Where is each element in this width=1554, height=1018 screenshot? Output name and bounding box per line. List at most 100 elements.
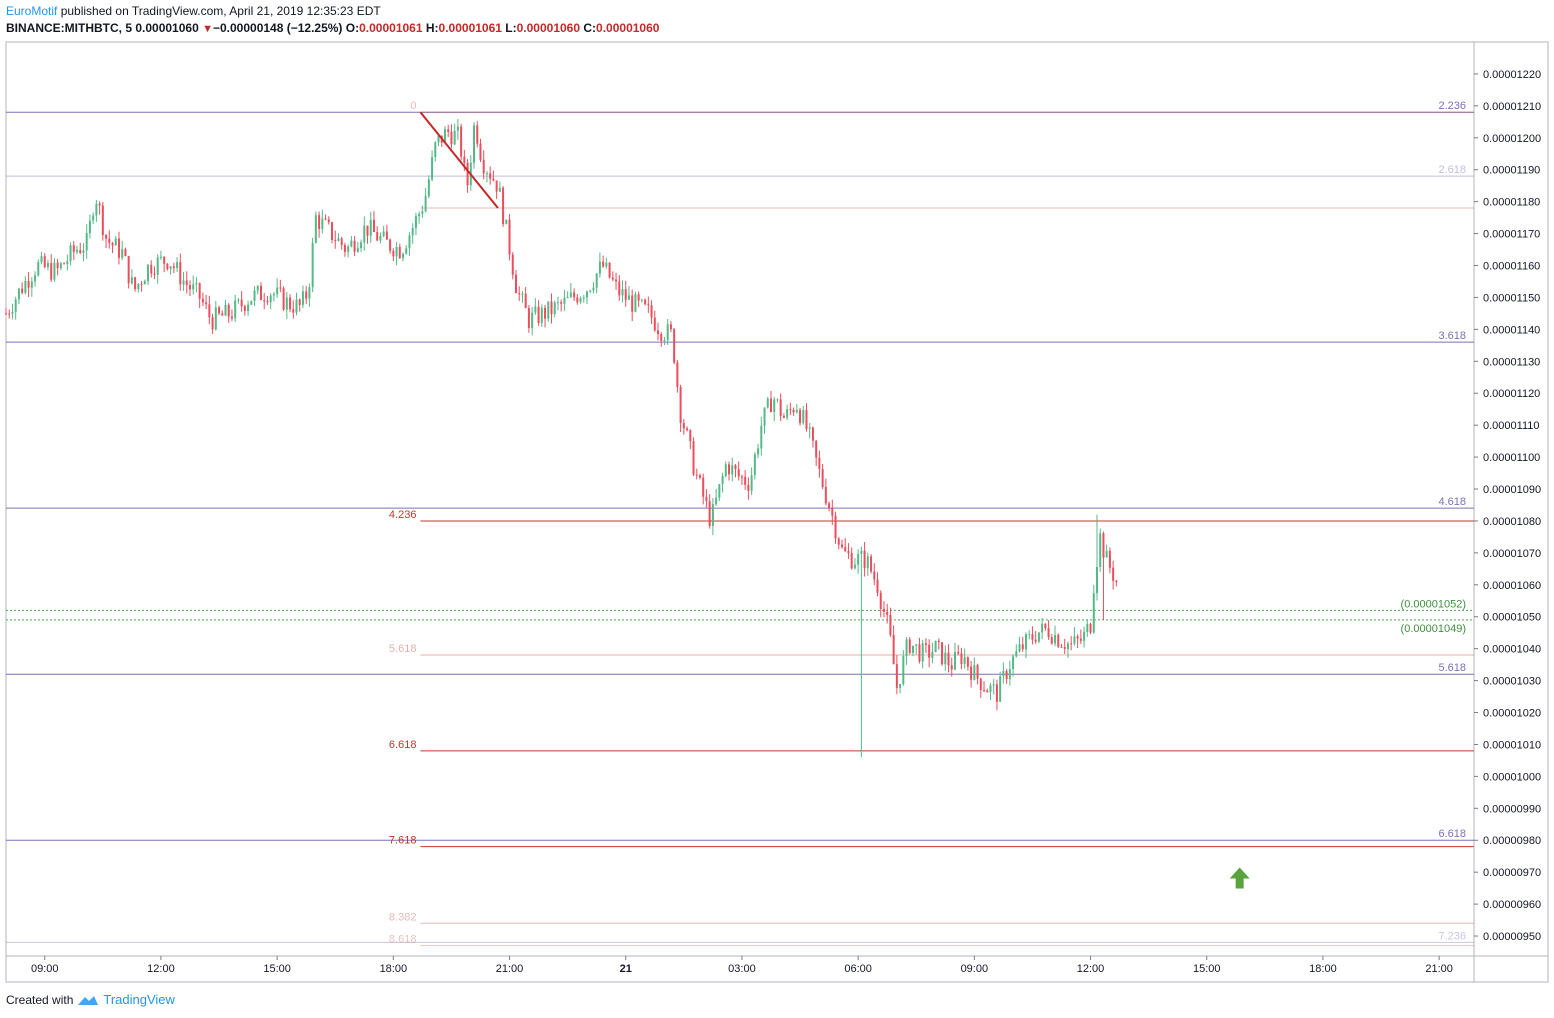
low-value: 0.00001060 xyxy=(516,21,581,35)
candle-up xyxy=(321,218,324,229)
candle-up xyxy=(589,290,592,292)
candle-up xyxy=(253,290,256,301)
y-tick-label: 0.00000990 xyxy=(1483,803,1541,815)
candle-down xyxy=(221,313,224,316)
candle-down xyxy=(970,666,973,680)
symbol-name: BINANCE:MITHBTC, 5 xyxy=(6,21,132,35)
candle-up xyxy=(379,235,382,241)
publish-info: EuroMotif published on TradingView.com, … xyxy=(6,4,381,18)
candle-down xyxy=(1115,580,1118,582)
candle-down xyxy=(185,280,188,286)
candle-down xyxy=(879,592,882,609)
candle-down xyxy=(343,245,346,252)
x-tick-label: 12:00 xyxy=(147,963,175,975)
candle-up xyxy=(473,125,476,163)
created-with-text: Created with xyxy=(6,992,74,1007)
candle-down xyxy=(266,301,269,303)
candle-up xyxy=(30,281,33,288)
price-change: −0.00000148 (−12.25%) xyxy=(212,21,343,35)
candle-down xyxy=(892,634,895,665)
candle-up xyxy=(902,656,905,685)
candle-down xyxy=(366,225,369,236)
candle-down xyxy=(792,409,795,413)
candle-up xyxy=(915,644,918,646)
tradingview-logo-icon xyxy=(78,995,99,1005)
candle-up xyxy=(311,242,314,288)
candle-down xyxy=(385,231,388,240)
candle-down xyxy=(895,664,898,688)
candle-down xyxy=(737,469,740,477)
candle-down xyxy=(647,304,650,306)
candle-up xyxy=(11,312,14,314)
candle-down xyxy=(166,263,169,269)
candle-down xyxy=(779,399,782,417)
y-tick-label: 0.00000950 xyxy=(1483,931,1541,943)
candle-down xyxy=(608,262,611,278)
candle-down xyxy=(318,215,321,229)
candle-up xyxy=(569,292,572,297)
candle-up xyxy=(1066,643,1069,649)
candle-up xyxy=(418,213,421,217)
candle-up xyxy=(1099,533,1102,567)
candle-up xyxy=(192,284,195,290)
candle-down xyxy=(799,409,802,423)
x-tick-label: 03:00 xyxy=(728,963,756,975)
published-text: published on TradingView.com, April 21, … xyxy=(60,4,381,18)
candle-up xyxy=(711,504,714,526)
candle-up xyxy=(59,263,62,269)
candle-up xyxy=(753,454,756,476)
candle-up xyxy=(989,685,992,693)
candle-down xyxy=(660,334,663,341)
candle-up xyxy=(905,639,908,657)
candle-up xyxy=(505,219,508,225)
fib-extension-label: 4.236 xyxy=(389,509,417,521)
candle-up xyxy=(53,262,56,280)
open-value: 0.00001061 xyxy=(359,21,423,35)
tradingview-brand[interactable]: TradingView xyxy=(103,992,175,1007)
candle-up xyxy=(69,245,72,262)
candle-up xyxy=(944,652,947,665)
candle-down xyxy=(747,484,750,491)
candle-up xyxy=(256,285,259,291)
candle-up xyxy=(547,301,550,319)
candle-down xyxy=(692,441,695,475)
candle-down xyxy=(282,288,285,310)
candle-up xyxy=(521,293,524,295)
candle-down xyxy=(947,652,950,666)
candle-down xyxy=(734,465,737,470)
candle-down xyxy=(918,644,921,662)
candle-up xyxy=(724,464,727,477)
candle-up xyxy=(1041,623,1044,633)
candle-down xyxy=(850,553,853,569)
candle-down xyxy=(201,298,204,303)
candle-up xyxy=(1024,634,1027,650)
candle-up xyxy=(37,262,40,276)
candle-up xyxy=(1083,631,1086,641)
candle-down xyxy=(821,469,824,488)
chart-border xyxy=(5,41,1549,983)
candle-down xyxy=(573,292,576,298)
author-link[interactable]: EuroMotif xyxy=(6,4,58,18)
x-tick-label: 21:00 xyxy=(1425,963,1453,975)
up-arrow-icon xyxy=(1229,867,1250,889)
last-price: 0.00001060 xyxy=(135,21,199,35)
candle-up xyxy=(627,295,630,300)
x-tick-label: 21 xyxy=(620,963,632,975)
candle-up xyxy=(773,399,776,413)
candle-down xyxy=(615,279,618,282)
candle-up xyxy=(663,339,666,341)
candle-up xyxy=(350,240,353,247)
candle-up xyxy=(356,247,359,252)
candle-down xyxy=(72,245,75,252)
candle-down xyxy=(618,281,621,296)
candle-up xyxy=(1018,644,1021,652)
candle-down xyxy=(163,256,166,264)
candle-up xyxy=(402,253,405,259)
candle-down xyxy=(1021,644,1024,650)
candle-down xyxy=(782,416,785,418)
fib-levels: 2.236 2.618 3.618 4.618 5.618 6.618 7.236 0 4.23… xyxy=(6,100,1474,947)
candle-down xyxy=(211,317,214,330)
candle-up xyxy=(443,129,446,143)
y-tick-label: 0.00001030 xyxy=(1483,676,1541,688)
